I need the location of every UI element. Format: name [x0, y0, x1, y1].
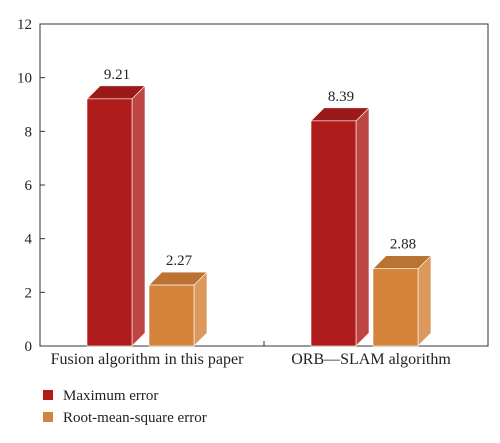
bar [372, 254, 432, 347]
y-tick-label: 12 [17, 17, 32, 33]
legend-swatch [43, 412, 53, 422]
bar [310, 107, 370, 347]
labels: 9.21 2.27 8.39 2.88 [104, 67, 416, 269]
bar-side [355, 107, 370, 347]
legend-label: Root-mean-square error [63, 410, 207, 426]
y-tick-label: 6 [25, 178, 33, 194]
bar-side [417, 254, 432, 347]
legend-label: Maximum error [63, 388, 158, 404]
data-label: 2.27 [166, 253, 193, 269]
data-label: 2.88 [390, 237, 416, 253]
data-label: 8.39 [328, 89, 354, 105]
bars [86, 85, 432, 347]
bar-front [310, 120, 357, 347]
axes: 0 2 4 6 8 10 12 Fusion algorithm in this paper O… [17, 17, 489, 368]
legend-swatch [43, 390, 53, 400]
bar-front [372, 268, 419, 347]
y-tick-label: 0 [25, 339, 33, 355]
y-tick-label: 2 [25, 285, 33, 301]
legend: Maximum error Root-mean-square error [43, 388, 207, 426]
x-category-label: Fusion algorithm in this paper [51, 351, 245, 368]
y-tick-label: 10 [17, 71, 32, 87]
data-label: 9.21 [104, 67, 130, 83]
bar-side [131, 85, 146, 347]
x-category-label: ORB—SLAM algorithm [291, 351, 451, 368]
bar-front [148, 284, 195, 347]
bar [86, 85, 146, 347]
y-tick-label: 4 [25, 232, 33, 248]
bar [148, 271, 208, 347]
y-tick-label: 8 [25, 124, 33, 140]
bar-front [86, 98, 133, 347]
